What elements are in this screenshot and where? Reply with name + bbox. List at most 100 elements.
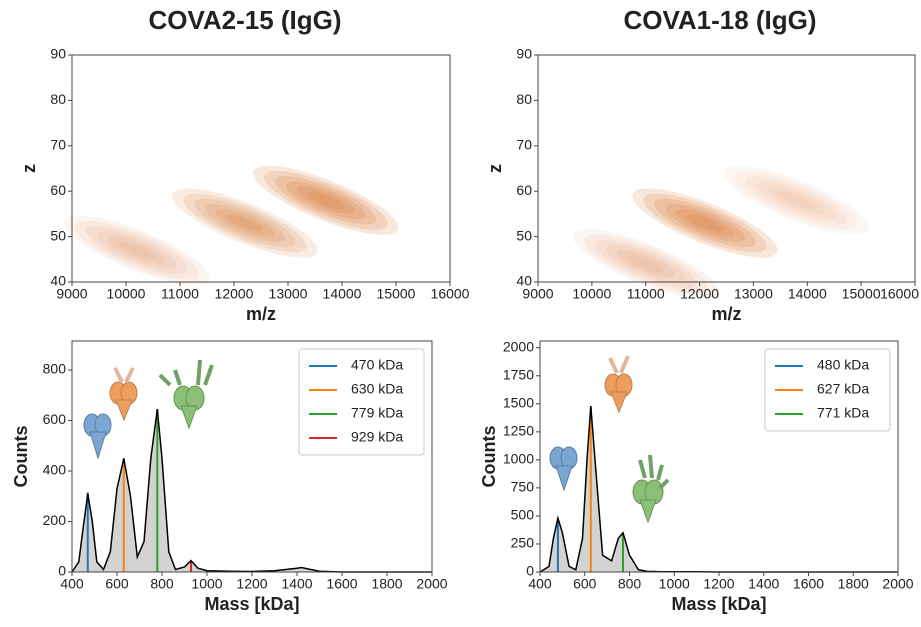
y-tick-label: 90	[516, 46, 532, 62]
density-layer	[96, 231, 177, 270]
density-layer	[274, 176, 377, 225]
y-tick-label: 750	[511, 479, 535, 495]
panel: COVA1-18 (IgG) 9000 10000 11000 12000 13000 14…	[485, 5, 919, 324]
density-layer	[204, 203, 285, 243]
legend-box	[298, 348, 425, 456]
density-layer	[664, 203, 745, 243]
panel: COVA2-15 (IgG) 9000 10000 11000 12000 13000 14…	[19, 5, 470, 324]
icons	[83, 355, 670, 524]
x-tick-label: 400	[528, 576, 552, 592]
density-layer	[654, 198, 756, 248]
x-tick-label: 16000	[880, 286, 919, 302]
legend-box	[764, 348, 891, 432]
legend: 470 kDa 630 kDa 779 kDa 929 kDa	[298, 348, 425, 456]
y-tick-label: 50	[516, 227, 532, 243]
density-layer	[64, 215, 210, 285]
y-tick-label: 60	[516, 182, 532, 198]
legend: 480 kDa 627 kDa 771 kDa	[764, 348, 891, 432]
y-axis-label: Counts	[11, 426, 31, 488]
plot-frame	[537, 54, 916, 283]
x-tick-label: 9000	[56, 286, 87, 302]
x-tick-label: 10000	[107, 286, 146, 302]
y-tick-label: 70	[516, 137, 532, 153]
x-axis-label: Mass [kDa]	[671, 594, 766, 614]
density-layer	[594, 239, 697, 289]
density-cluster	[632, 188, 778, 258]
y-tick-label: 90	[50, 46, 66, 62]
y-tick-label: 200	[43, 512, 67, 528]
density-layer	[778, 191, 815, 209]
y-tick-label: 400	[43, 462, 67, 478]
y-tick-label: 250	[511, 535, 535, 551]
x-axis-label: m/z	[246, 304, 276, 324]
x-tick-label: 1000	[191, 576, 222, 592]
density-layer	[675, 209, 735, 237]
density-layer	[263, 170, 388, 230]
legend-label: 470 kDa	[351, 357, 403, 373]
density-layer	[107, 236, 166, 265]
y-tick-label: 60	[50, 182, 66, 198]
legend-label: 929 kDa	[351, 429, 403, 445]
x-tick-label: 11000	[627, 286, 665, 302]
density-layer	[643, 193, 767, 253]
x-tick-label: 1800	[838, 576, 869, 592]
x-tick-label: 13000	[734, 286, 773, 302]
density-layer	[182, 193, 307, 253]
density-layer	[85, 225, 188, 275]
x-tick-label: 16000	[431, 286, 470, 302]
x-tick-label: 10000	[572, 286, 611, 302]
y-axis-label: z	[19, 164, 39, 173]
x-tick-label: 14000	[788, 286, 827, 302]
density-layer	[767, 186, 826, 215]
density-layer	[253, 165, 399, 235]
density-layer	[734, 170, 859, 230]
legend-label: 627 kDa	[817, 381, 869, 397]
x-tick-label: 14000	[323, 286, 362, 302]
density-layer	[215, 209, 274, 237]
y-tick-label: 1250	[503, 423, 534, 439]
x-tick-label: 600	[105, 576, 129, 592]
y-axis-label: z	[485, 164, 505, 173]
chart-title: COVA2-15 (IgG)	[148, 5, 341, 35]
density-layer	[745, 176, 848, 225]
x-axis-label: m/z	[711, 304, 741, 324]
density-layer	[605, 244, 686, 283]
density-layer	[307, 191, 344, 209]
density-layer	[285, 181, 366, 220]
x-tick-label: 12000	[680, 286, 719, 302]
y-axis-label: Counts	[479, 426, 499, 488]
density-cluster	[64, 215, 210, 285]
x-tick-label: 800	[150, 576, 174, 592]
x-tick-label: 1200	[236, 576, 267, 592]
density-layer	[756, 181, 837, 220]
panel: 400 600 800 1000 1200 1400 1600 1800 2000 0 250 500…	[479, 338, 914, 613]
y-tick-label: 600	[43, 411, 67, 427]
density-layer	[226, 214, 263, 232]
x-tick-label: 600	[573, 576, 597, 592]
x-tick-label: 12000	[215, 286, 254, 302]
density-layer	[723, 165, 870, 235]
y-tick-label: 80	[50, 91, 66, 107]
y-tick-label: 500	[511, 507, 535, 523]
legend-label: 630 kDa	[351, 381, 403, 397]
y-tick-label: 40	[516, 273, 532, 289]
histogram-area	[72, 409, 432, 572]
density-layer	[616, 249, 675, 278]
y-tick-label: 50	[50, 227, 66, 243]
density-layer	[573, 229, 719, 299]
density-cluster	[723, 165, 870, 235]
x-tick-label: 1400	[281, 576, 312, 592]
y-tick-label: 1750	[503, 366, 534, 382]
x-axis-label: Mass [kDa]	[204, 594, 299, 614]
x-tick-label: 800	[618, 576, 642, 592]
x-tick-label: 1600	[793, 576, 824, 592]
x-tick-label: 1400	[748, 576, 779, 592]
chart-title: COVA1-18 (IgG)	[623, 5, 816, 35]
x-tick-label: 1600	[326, 576, 357, 592]
density-layer	[686, 214, 724, 232]
density-layer	[583, 234, 708, 294]
legend-label: 779 kDa	[351, 405, 403, 421]
x-tick-label: 2000	[416, 576, 447, 592]
y-tick-label: 80	[516, 91, 532, 107]
